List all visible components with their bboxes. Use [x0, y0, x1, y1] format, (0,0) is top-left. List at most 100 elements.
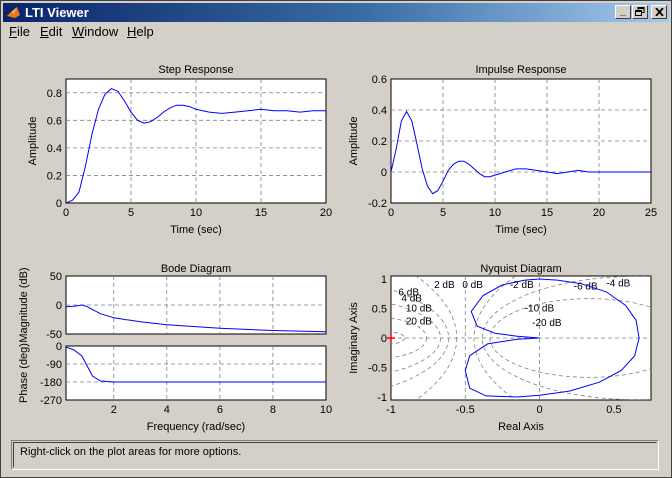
bode-phase-ylabel: Phase (deg) [18, 343, 30, 403]
nyquist-ytick-label: 1 [381, 274, 387, 286]
nyquist-db-label: 4 dB [401, 293, 422, 304]
menu-bar: File Edit Window Help [3, 23, 669, 41]
step-response-line [66, 88, 326, 203]
menu-help[interactable]: Help [127, 24, 154, 40]
nyquist-db-grid [391, 276, 651, 400]
nyquist-db-labels: 0 dB 2 dB -2 dB 4 dB -4 dB 6 dB -6 dB 10 dB -10 … [398, 279, 630, 330]
step-xtick-label: 0 [63, 207, 69, 219]
nyquist-curve [464, 278, 640, 398]
close-button[interactable] [651, 5, 667, 19]
nyquist-ytick-label: 0.5 [372, 303, 387, 315]
title-bar[interactable]: LTI Viewer _ [3, 3, 669, 22]
step-xlabel: Time (sec) [170, 224, 222, 236]
step-xtick-label: 20 [320, 207, 332, 219]
bode-xticks: 2 4 6 8 10 [111, 404, 332, 416]
impulse-ytick-label: 0.6 [372, 74, 387, 86]
nyquist-db-label: -20 dB [532, 318, 562, 329]
step-xticks: 0 5 10 15 20 [63, 207, 332, 219]
bode-diagram-plot[interactable]: Bode Diagram Frequency (rad/sec) Magnitu… [18, 263, 332, 433]
impulse-response-line [391, 110, 651, 195]
impulse-title: Impulse Response [475, 64, 566, 76]
menu-file-mnemonic: F [9, 24, 17, 39]
nyquist-xtick-label: -1 [386, 404, 396, 416]
nyquist-db-label: 6 dB [398, 287, 419, 298]
impulse-response-plot[interactable]: Impulse Response Time (sec) Amplitude 0 5… [348, 64, 657, 236]
menu-help-rest: elp [136, 24, 154, 39]
bode-magnitude-line [66, 304, 326, 333]
close-icon [654, 7, 664, 17]
bode-mag-ytick-label: 50 [50, 271, 62, 283]
step-axes-box [65, 78, 327, 204]
impulse-ytick-label: -0.2 [368, 198, 387, 210]
menu-window[interactable]: Window [72, 24, 118, 40]
menu-help-mnemonic: H [127, 24, 137, 39]
nyquist-xtick-label: 0 [537, 404, 543, 416]
step-yticks: 0 0.2 0.4 0.6 0.8 [47, 88, 62, 210]
bode-xtick-label: 8 [270, 404, 276, 416]
impulse-ytick-label: 0 [381, 167, 387, 179]
impulse-xlabel: Time (sec) [495, 224, 547, 236]
bode-xlabel: Frequency (rad/sec) [147, 421, 245, 433]
impulse-xtick-label: 25 [645, 207, 657, 219]
impulse-xticks: 0 5 10 15 20 25 [388, 207, 657, 219]
nyquist-ytick-label: -1 [377, 392, 387, 404]
minimize-icon: _ [620, 6, 626, 17]
menu-file[interactable]: File [9, 24, 30, 40]
bode-xtick-label: 6 [217, 404, 223, 416]
impulse-ytick-label: 0.4 [372, 105, 387, 117]
bode-title: Bode Diagram [161, 263, 231, 275]
nyquist-db-label: 0 dB [462, 280, 483, 291]
nyquist-db-label: -10 dB [525, 303, 555, 314]
nyquist-yticks: 1 0.5 0 -0.5 -1 [368, 274, 387, 404]
step-response-plot[interactable]: Step Response Time (sec) Amplitude 0 5 10 1… [27, 64, 332, 236]
bode-phase-ytick-label: 0 [56, 341, 62, 353]
status-bar: Right-click on the plot areas for more o… [11, 440, 659, 470]
step-xtick-label: 5 [128, 207, 134, 219]
menu-file-rest: ile [16, 24, 30, 39]
step-ytick-label: 0.2 [47, 170, 62, 182]
step-xtick-label: 15 [255, 207, 267, 219]
nyquist-m-circle [391, 331, 405, 345]
step-ytick-label: 0 [56, 198, 62, 210]
nyquist-m-circle [473, 276, 517, 400]
bode-xtick-label: 10 [320, 404, 332, 416]
restore-button[interactable] [632, 5, 648, 19]
menu-window-rest: indow [84, 24, 119, 39]
menu-window-mnemonic: W [72, 24, 85, 39]
minimize-button[interactable]: _ [615, 5, 631, 19]
menu-edit[interactable]: Edit [40, 24, 62, 40]
impulse-xtick-label: 10 [489, 207, 501, 219]
impulse-grid [391, 79, 651, 203]
bode-mag-ytick-label: -50 [46, 329, 62, 341]
impulse-ylabel: Amplitude [348, 117, 360, 166]
bode-phase-ytick-label: -180 [40, 377, 62, 389]
impulse-xtick-label: 20 [593, 207, 605, 219]
menu-edit-rest: dit [48, 24, 63, 39]
plot-area[interactable]: Step Response Time (sec) Amplitude 0 5 10 1… [1, 41, 672, 439]
impulse-xtick-label: 0 [388, 207, 394, 219]
step-ylabel: Amplitude [27, 117, 39, 166]
window-title: LTI Viewer [25, 5, 89, 20]
nyquist-xtick-label: -0.5 [456, 404, 475, 416]
nyquist-xtick-label: 0.5 [606, 404, 621, 416]
nyquist-title: Nyquist Diagram [480, 263, 561, 275]
nyquist-db-label: -4 dB [606, 279, 630, 290]
nyquist-ylabel: Imaginary Axis [348, 302, 360, 374]
restore-icon [635, 7, 645, 16]
step-xtick-label: 10 [190, 207, 202, 219]
nyquist-xticks: -1 -0.5 0 0.5 [386, 404, 621, 416]
impulse-yticks: -0.2 0 0.2 0.4 0.6 [368, 74, 387, 210]
bode-yticks: 500-500-90-180-270 [40, 271, 62, 407]
nyquist-db-label: 2 dB [434, 280, 455, 291]
nyquist-diagram-plot[interactable]: 0 dB 2 dB -2 dB 4 dB -4 dB 6 dB -6 dB 10 dB -10 … [1, 211, 672, 439]
matlab-logo-icon [7, 7, 20, 18]
status-text: Right-click on the plot areas for more o… [20, 446, 242, 458]
nyquist-db-label: -6 dB [574, 282, 598, 293]
bode-mag-ylabel: Magnitude (dB) [18, 267, 30, 342]
nyquist-xlabel: Real Axis [498, 421, 544, 433]
nyquist-db-label: -2 dB [510, 280, 534, 291]
menu-edit-mnemonic: E [40, 24, 49, 39]
step-grid [66, 79, 326, 203]
impulse-xtick-label: 5 [440, 207, 446, 219]
